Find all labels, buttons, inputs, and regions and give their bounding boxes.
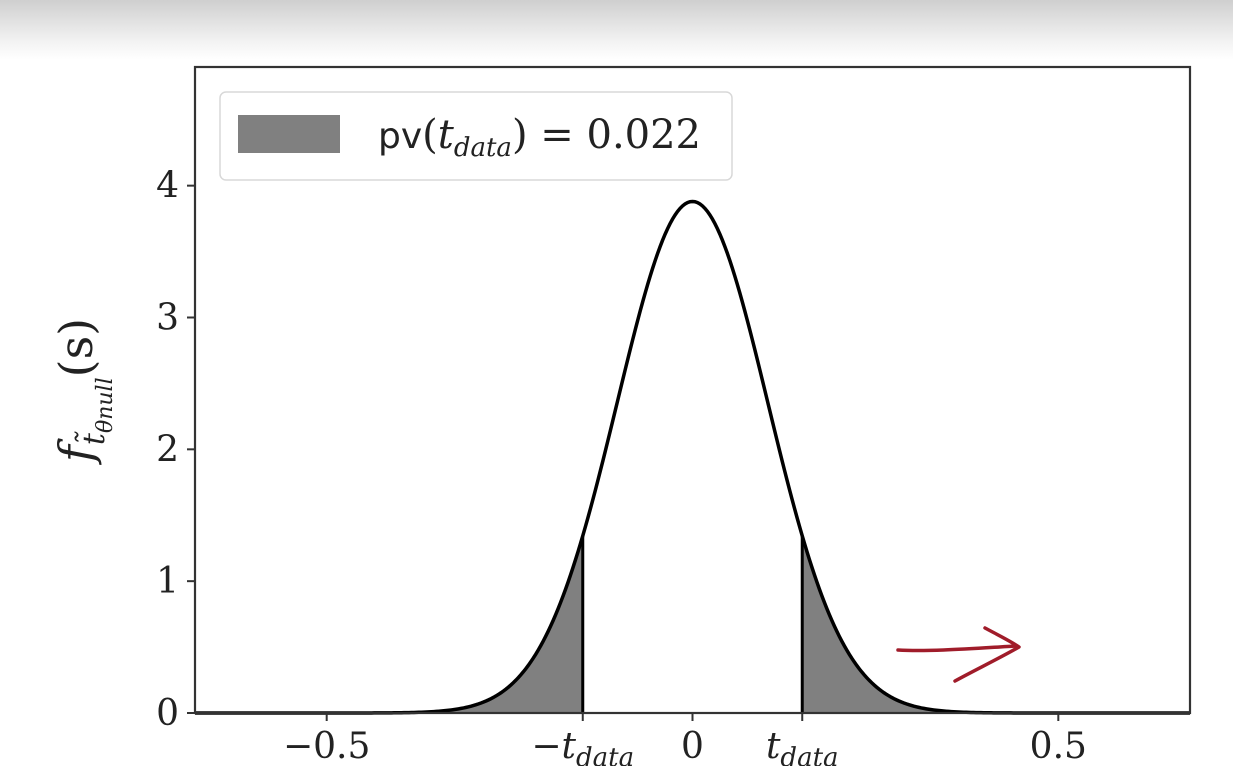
x-tick-label: 0.5 <box>1030 726 1087 766</box>
x-tick-label: −0.5 <box>283 726 370 766</box>
red-arrow-annotation <box>896 626 1021 683</box>
pdf-curve <box>195 199 1190 715</box>
y-tick-label: 4 <box>156 166 179 207</box>
shaded-tail-left <box>195 535 583 713</box>
x-tick-label: −tdata <box>531 726 634 766</box>
legend-swatch <box>238 115 340 153</box>
y-axis-label: ft̃θnull(s) <box>49 318 118 465</box>
svg-text:ft̃θnull(s): ft̃θnull(s) <box>49 318 118 465</box>
y-tick-label: 0 <box>156 693 179 734</box>
legend: pv(tdata) = 0.022 <box>219 91 733 181</box>
x-axis: −0.5 −tdata 0 tdata 0.5 <box>283 713 1087 766</box>
x-tick-label: 0 <box>681 726 704 766</box>
top-shadow <box>0 0 1233 60</box>
y-tick-label: 1 <box>156 561 179 602</box>
legend-label: pv(tdata) = 0.022 <box>378 112 701 163</box>
y-tick-label: 3 <box>156 297 179 338</box>
y-axis: 0 1 2 3 4 <box>156 166 195 734</box>
legend-box <box>219 91 733 181</box>
x-tick-label: tdata <box>766 726 839 766</box>
shaded-tail-right <box>802 535 1190 713</box>
y-tick-label: 2 <box>156 429 179 470</box>
